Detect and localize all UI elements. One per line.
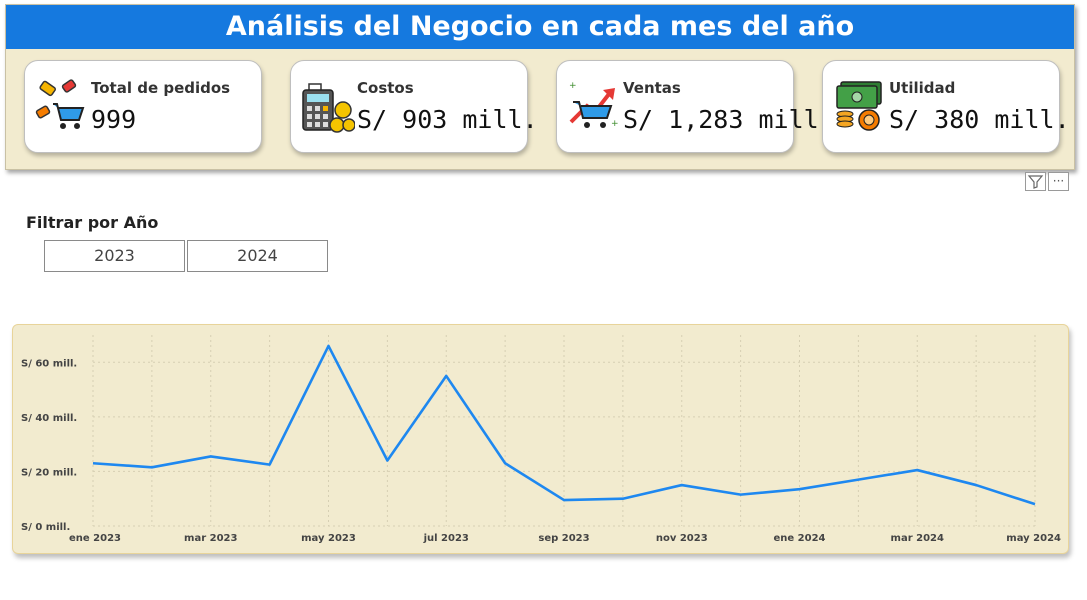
cart-growth-arrow-icon: + + [565, 78, 621, 134]
x-tick-label: jul 2023 [423, 533, 469, 544]
calculator-coins-icon [299, 78, 356, 134]
kpi-card-ventas[interactable]: + + Ventas S/ 1,283 mill. [556, 60, 834, 153]
year-button-2024[interactable]: 2024 [187, 240, 328, 272]
kpi-label: Total de pedidos [91, 79, 231, 97]
line-chart-svg: S/ 0 mill. S/ 20 mill. S/ 40 mill. S/ 60 mi… [21, 335, 1061, 544]
y-tick-label: S/ 20 mill. [21, 467, 77, 478]
kpi-card-total-pedidos[interactable]: Total de pedidos 999 [24, 60, 262, 153]
kpi-header-panel: Análisis del Negocio en cada mes del año… [5, 4, 1075, 170]
x-tick-label: may 2023 [301, 533, 356, 544]
money-gear-icon [831, 78, 887, 134]
year-button-2023[interactable]: 2023 [44, 240, 185, 272]
x-tick-label: ene 2024 [774, 533, 826, 544]
x-tick-label: mar 2023 [184, 533, 237, 544]
kpi-card-utilidad[interactable]: Utilidad S/ 380 mill. [822, 60, 1070, 153]
series-line [92, 344, 1036, 506]
y-tick-label: S/ 60 mill. [21, 358, 77, 369]
year-filter-title: Filtrar por Año [26, 213, 159, 232]
kpi-label: Costos [357, 79, 414, 97]
visual-toolbar: ··· [1025, 172, 1071, 191]
kpi-value: 999 [91, 105, 137, 134]
kpi-value: S/ 903 mill. [357, 105, 538, 134]
svg-text:+: + [611, 119, 619, 129]
x-tick-label: sep 2023 [538, 533, 589, 544]
page-title: Análisis del Negocio en cada mes del año [6, 5, 1074, 49]
x-tick-label: may 2024 [1006, 533, 1061, 544]
kpi-label: Utilidad [889, 79, 956, 97]
x-tick-label: mar 2024 [891, 533, 944, 544]
x-tick-label: ene 2023 [69, 533, 121, 544]
y-tick-label: S/ 40 mill. [21, 413, 77, 424]
kpi-label: Ventas [623, 79, 681, 97]
y-tick-label: S/ 0 mill. [21, 522, 70, 533]
svg-text:+: + [569, 81, 577, 91]
kpi-value: S/ 1,283 mill. [623, 105, 834, 134]
x-tick-label: nov 2023 [656, 533, 708, 544]
sales-line-chart: S/ 0 mill. S/ 20 mill. S/ 40 mill. S/ 60 mi… [12, 324, 1069, 554]
more-options-button[interactable]: ··· [1048, 172, 1069, 191]
kpi-card-costos[interactable]: Costos S/ 903 mill. [290, 60, 538, 153]
filter-icon[interactable] [1025, 172, 1046, 191]
kpi-value: S/ 380 mill. [889, 105, 1070, 134]
shopping-tags-cart-icon [33, 78, 89, 134]
